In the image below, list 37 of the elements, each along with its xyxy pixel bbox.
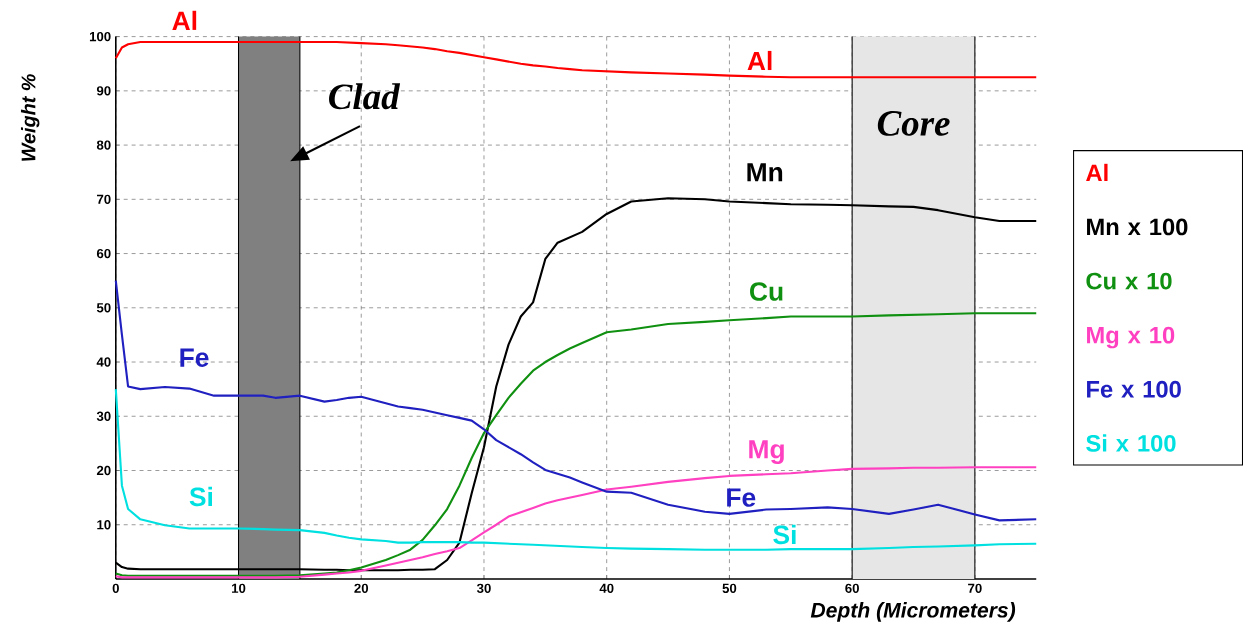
y-tick-label: 80 (96, 140, 111, 150)
y-tick-label: 10 (97, 519, 111, 530)
y-axis-title: Weight % (20, 74, 40, 161)
y-tick-label: 70 (97, 194, 111, 204)
x-tick-label: 10 (232, 583, 246, 593)
x-tick-label: 50 (722, 583, 737, 593)
x-tick-label: 40 (599, 583, 614, 593)
annotation: Mg (749, 440, 784, 464)
x-tick-label: 20 (354, 583, 369, 593)
y-tick-label: 100 (89, 31, 111, 42)
text: Mn x 100 (1087, 218, 1188, 236)
y-tick-label: 50 (96, 302, 111, 313)
text: Mg x 10 (1087, 326, 1175, 349)
y-tick-label: 20 (96, 465, 111, 476)
x-tick-label: 70 (968, 583, 982, 593)
text: Cu x 10 (1086, 272, 1172, 290)
x-tick-label: 0 (112, 583, 119, 593)
annotation: Al (747, 50, 772, 70)
band-label: Core (877, 110, 950, 136)
annotation: Si (189, 486, 212, 507)
y-tick-label: 90 (96, 86, 111, 96)
text: Al (1086, 163, 1108, 181)
annotation: Cu (750, 282, 783, 301)
x-tick-label: 60 (845, 583, 859, 593)
annotation: Mn (747, 162, 783, 182)
band-label: Clad (329, 83, 401, 110)
y-tick-label: 30 (96, 411, 111, 421)
x-axis-title: Depth (Micrometers) (810, 601, 1016, 622)
text: Si x 100 (1086, 434, 1176, 452)
annotation: Fe (727, 488, 756, 507)
text: Al (172, 10, 197, 30)
text: Fe x 100 (1087, 380, 1181, 398)
x-tick-label: 30 (476, 583, 491, 593)
y-tick-label: 40 (96, 357, 111, 367)
annotation: Fe (180, 348, 209, 367)
y-tick-label: 60 (96, 248, 111, 259)
annotation: Si (773, 524, 796, 545)
